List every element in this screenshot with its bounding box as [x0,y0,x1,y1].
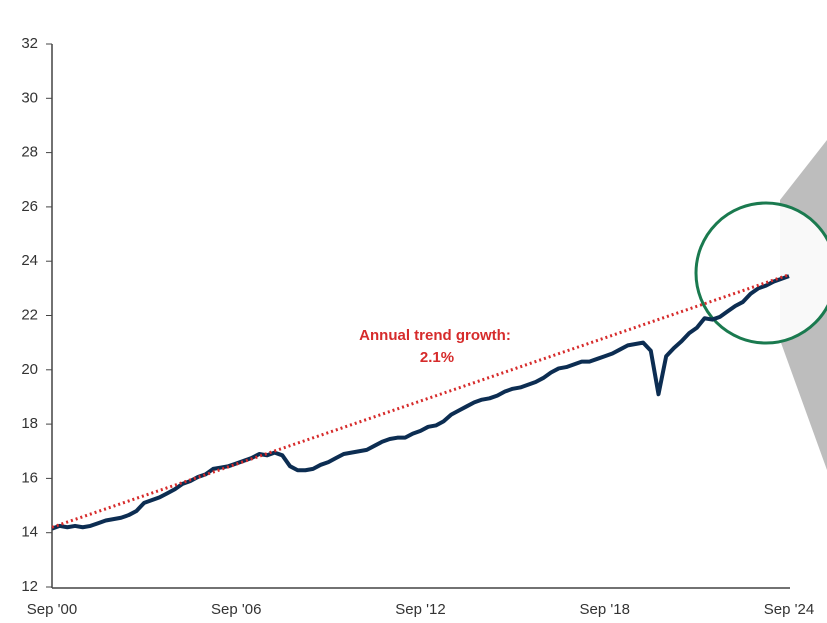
x-tick-label: Sep '24 [764,601,814,618]
highlight-circle [694,201,827,345]
y-tick-label: 22 [21,306,38,323]
x-tick-label: Sep '12 [395,601,445,618]
x-tick-label: Sep '06 [211,601,261,618]
annotation: Annual trend growth: [359,327,511,344]
y-tick-label: 26 [21,198,38,215]
annotation: 2.1% [420,349,454,366]
y-tick-label: 18 [21,415,38,432]
data-line [51,274,790,531]
y-tick-label: 16 [21,469,38,486]
trend-line [51,273,790,529]
y-tick-label: 28 [21,144,38,161]
x-tick-label: Sep '00 [27,601,77,618]
y-tick-label: 30 [21,89,38,106]
y-tick-label: 32 [21,35,38,52]
y-tick-label: 24 [21,252,38,269]
x-tick-label: Sep '18 [580,601,630,618]
y-tick-label: 14 [21,524,38,541]
y-tick-label: 20 [21,361,38,378]
y-tick-label: 12 [21,578,38,595]
